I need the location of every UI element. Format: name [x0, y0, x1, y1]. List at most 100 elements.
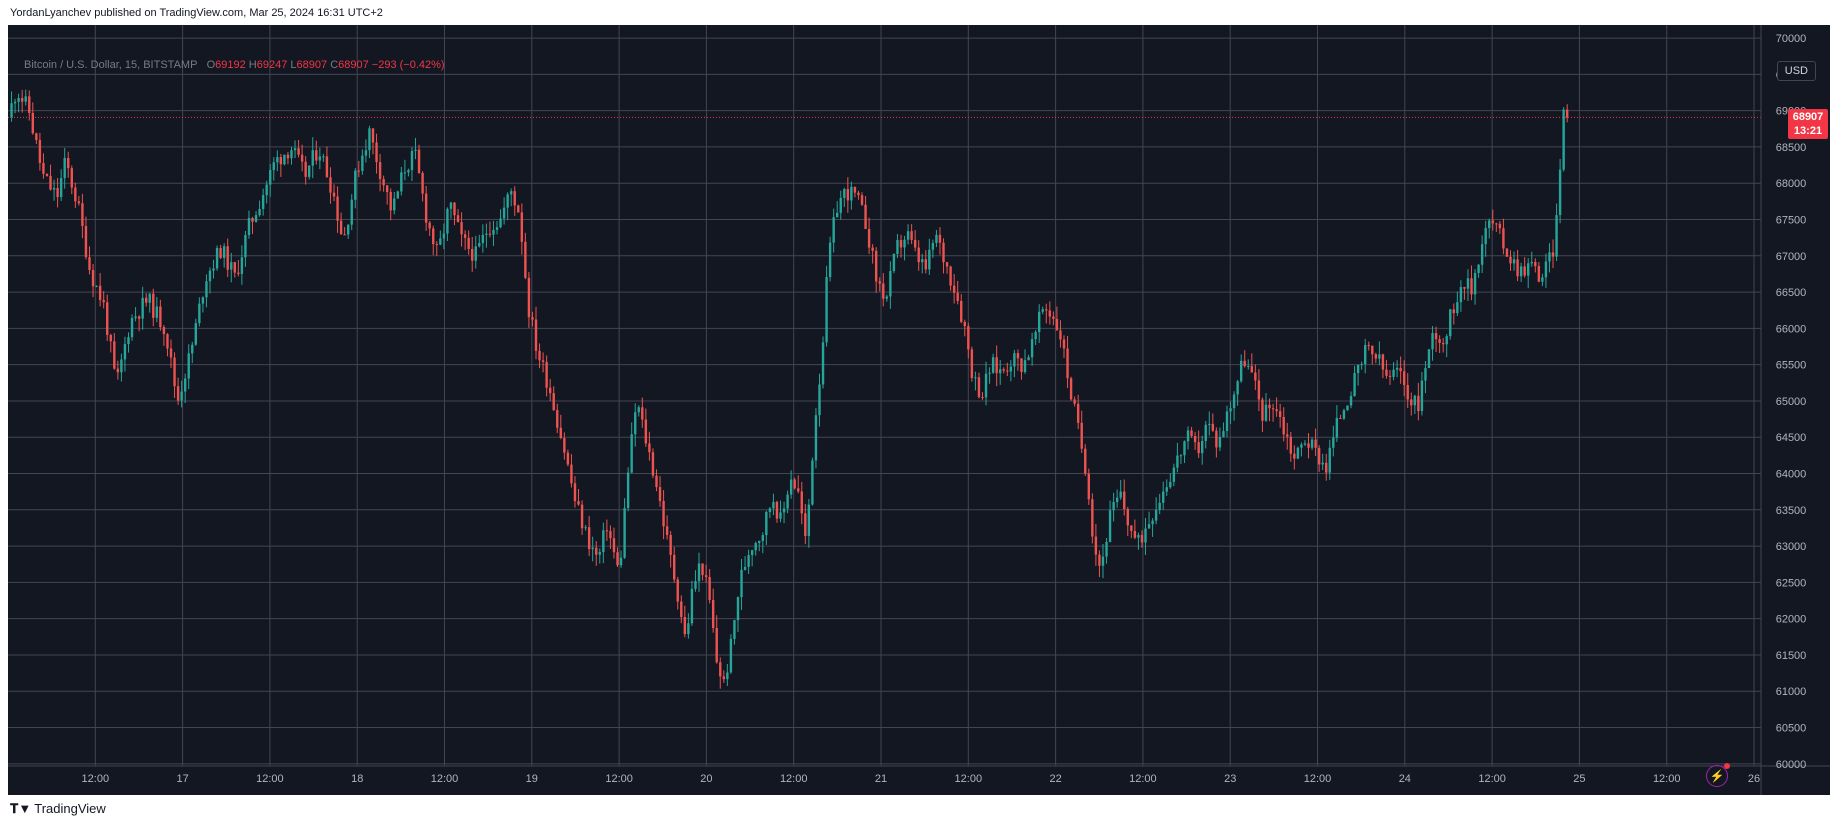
candle-body: [261, 195, 265, 209]
price-tick-label: 67500: [1776, 215, 1807, 227]
chart-area[interactable]: 60000 60500 61000 61500 62000 62500 63000 63500…: [8, 25, 1830, 795]
candle-body: [109, 334, 112, 342]
candle-body: [938, 234, 942, 243]
candle-body: [354, 170, 357, 200]
candle-body: [155, 306, 159, 318]
price-tick-label: 68500: [1776, 142, 1807, 154]
candle-body: [1441, 342, 1445, 345]
candle-body: [24, 96, 27, 102]
candle-body: [237, 272, 240, 274]
candle-body: [818, 384, 821, 416]
candle-body: [212, 268, 215, 271]
candle-body: [180, 391, 183, 401]
symbol-name: Bitcoin / U.S. Dollar, 15, BITSTAMP: [24, 59, 198, 71]
candle-body: [871, 247, 874, 251]
candle-body: [1137, 535, 1140, 538]
candle-body: [1293, 453, 1296, 459]
candle-body: [701, 563, 704, 576]
time-axis[interactable]: 12:00 17 12:00 18 12:00 19 12:00 20 12:00 21 12:00…: [82, 773, 1761, 785]
open-value: 69192: [215, 59, 246, 71]
candle-body: [956, 292, 959, 301]
candle-body: [595, 547, 598, 555]
candle-body: [1232, 394, 1236, 409]
price-tick-label: 62000: [1776, 614, 1807, 626]
candle-body: [1452, 309, 1455, 314]
open-label: O: [206, 59, 216, 71]
candle-body: [357, 170, 361, 172]
candle-body: [1133, 530, 1137, 538]
candle-body: [49, 175, 52, 190]
price-tick-label: 64000: [1776, 469, 1807, 481]
candle-body: [1250, 365, 1254, 373]
candle-body: [1498, 223, 1502, 229]
candle-body: [492, 229, 495, 235]
candle-body: [541, 360, 545, 362]
candle-body: [198, 303, 201, 324]
candle-body: [662, 501, 665, 527]
tradingview-logo[interactable]: 𝐓▼ TradingView: [10, 801, 106, 817]
candle-body: [1037, 311, 1041, 332]
candle-body: [758, 540, 761, 543]
candle-body: [233, 262, 236, 273]
chart-background: [8, 25, 1830, 795]
price-tick-label: 62500: [1776, 577, 1807, 589]
candle-body: [265, 184, 268, 196]
candle-body: [1427, 349, 1431, 369]
candle-body: [655, 475, 658, 488]
currency-button[interactable]: USD: [1776, 61, 1816, 81]
candle-body: [1016, 353, 1020, 359]
candle-body: [1339, 417, 1342, 419]
candle-body: [821, 342, 825, 385]
candle-body: [548, 387, 552, 394]
lightning-icon[interactable]: ⚡: [1706, 763, 1730, 787]
candle-body: [106, 302, 109, 335]
candle-body: [995, 357, 998, 374]
candle-body: [1208, 423, 1211, 425]
candle-body: [322, 156, 325, 158]
candle-body: [896, 240, 899, 254]
candle-body: [417, 149, 421, 173]
candle-body: [1076, 403, 1080, 423]
candle-body: [931, 243, 935, 250]
candle-body: [1172, 467, 1176, 482]
candle-body: [28, 96, 31, 113]
candle-body: [339, 220, 343, 235]
candle-body: [1480, 244, 1484, 265]
candle-body: [587, 527, 591, 550]
price-axis[interactable]: 60000 60500 61000 61500 62000 62500 63000 63500…: [1776, 33, 1807, 771]
candle-body: [304, 161, 307, 177]
time-tick-label: 12:00: [1129, 773, 1157, 785]
candle-body: [999, 369, 1002, 374]
candle-body: [970, 349, 974, 378]
candle-body: [446, 208, 449, 234]
candle-body: [573, 483, 577, 502]
candle-body: [474, 246, 477, 261]
candle-body: [1495, 223, 1498, 225]
candle-body: [641, 407, 644, 420]
candle-body: [453, 202, 456, 216]
candle-body: [616, 552, 619, 566]
candle-body: [389, 192, 392, 211]
candle-body: [1197, 442, 1200, 454]
candle-body: [1385, 369, 1388, 376]
candle-body: [704, 575, 708, 578]
candle-body: [1491, 220, 1494, 224]
candlestick-chart[interactable]: 60000 60500 61000 61500 62000 62500 63000 63500…: [8, 25, 1830, 795]
candle-body: [1417, 395, 1420, 412]
high-value: 69247: [256, 59, 288, 71]
candle-body: [697, 563, 701, 582]
candle-body: [166, 334, 169, 349]
vertical-gridlines: [94, 25, 1755, 766]
candle-body: [421, 172, 424, 194]
time-tick-label: 18: [351, 773, 363, 785]
candle-body: [1183, 441, 1186, 456]
candle-body: [378, 162, 382, 180]
candle-body: [463, 234, 467, 238]
candle-body: [1410, 399, 1413, 406]
time-tick-label: 12:00: [1653, 773, 1681, 785]
candle-body: [315, 150, 318, 161]
candle-body: [1140, 535, 1144, 543]
candle-body: [1052, 316, 1055, 319]
candle-body: [52, 188, 56, 190]
candle-body: [1555, 215, 1558, 257]
